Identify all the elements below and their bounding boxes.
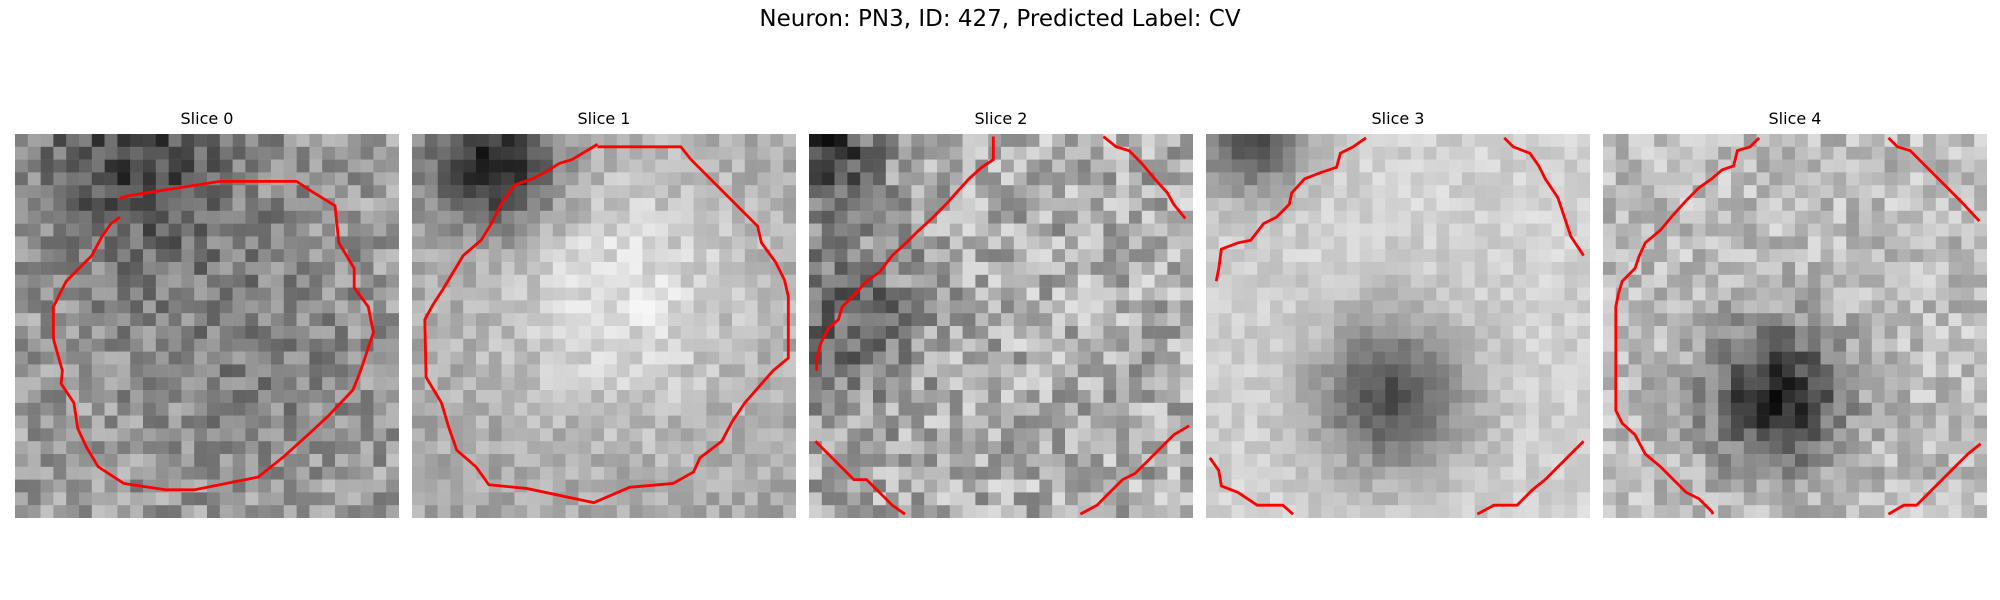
slice-panel-2: Slice 2: [809, 109, 1193, 519]
slice-title-4: Slice 4: [1768, 109, 1822, 128]
slice-image-3: [1206, 134, 1590, 518]
slice-panel-4: Slice 4: [1603, 109, 1987, 519]
slice-panel-1: Slice 1: [412, 109, 796, 519]
contour-line: [1887, 442, 1982, 516]
contour-line: [1476, 440, 1585, 516]
contour-line: [51, 179, 375, 492]
slice-image-2: [809, 134, 1193, 518]
slice-panel-0: Slice 0: [15, 109, 399, 519]
contour-line: [1214, 136, 1367, 282]
figure-title: Neuron: PN3, ID: 427, Predicted Label: C…: [759, 6, 1241, 32]
contour-line: [1102, 135, 1187, 220]
contour-line: [1887, 136, 1981, 223]
slice-title-0: Slice 0: [180, 109, 234, 128]
slice-title-1: Slice 1: [577, 109, 631, 128]
contour-line: [1614, 136, 1761, 515]
contour-line: [423, 143, 790, 505]
contour-line: [814, 440, 906, 516]
contour-line: [1503, 136, 1585, 257]
slice-image-4: [1603, 134, 1987, 518]
slice-panel-3: Slice 3: [1206, 109, 1590, 519]
slice-image-0: [15, 134, 399, 518]
contour-line: [1079, 424, 1190, 516]
slice-title-2: Slice 2: [974, 109, 1028, 128]
slice-image-1: [412, 134, 796, 518]
slice-title-3: Slice 3: [1371, 109, 1425, 128]
contour-line: [1208, 457, 1294, 516]
contour-line: [815, 136, 995, 371]
